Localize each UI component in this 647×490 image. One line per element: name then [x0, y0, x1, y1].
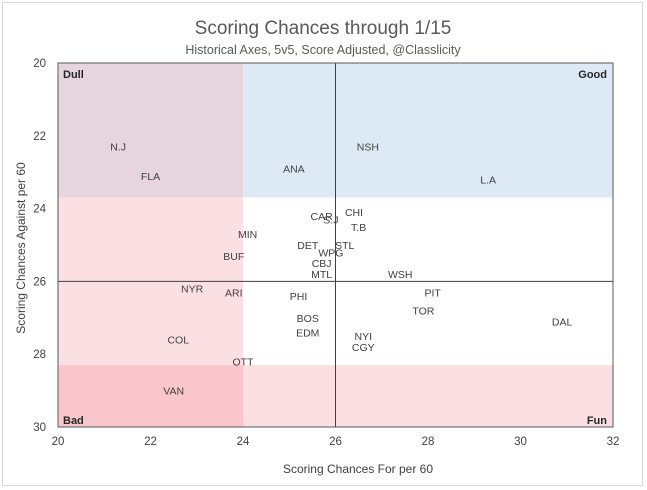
x-tick-label: 30 — [514, 436, 527, 448]
team-point-label: ANA — [283, 164, 305, 176]
team-point-label: DET — [297, 240, 319, 252]
team-point-label: CBJ — [312, 258, 332, 270]
team-point-label: TOR — [412, 306, 434, 318]
team-point-label: N.J — [110, 142, 126, 154]
team-point-label: BOS — [297, 313, 319, 325]
chart-subtitle: Historical Axes, 5v5, Score Adjusted, @C… — [185, 43, 461, 57]
x-tick-label: 22 — [144, 436, 157, 448]
team-point-label: NYR — [181, 284, 204, 296]
corner-label-bad: Bad — [63, 415, 84, 427]
y-axis-label: Scoring Chances Against per 60 — [14, 162, 28, 334]
team-point-label: T.B — [351, 222, 366, 234]
team-point-label: S.J — [323, 215, 338, 227]
team-point-label: EDM — [296, 327, 319, 339]
team-point-label: COL — [167, 335, 189, 347]
y-tick-label: 22 — [33, 131, 46, 143]
scatter-chart: Scoring Chances through 1/15 Historical … — [14, 18, 620, 476]
team-point-label: ARI — [225, 287, 243, 299]
team-point-label: NSH — [357, 142, 379, 154]
y-tick-label: 24 — [33, 204, 46, 216]
team-point-label: CAR — [311, 211, 334, 223]
y-tick-label: 28 — [33, 349, 46, 361]
team-point-label: DAL — [552, 316, 573, 328]
team-point-label: WPG — [318, 247, 343, 259]
crosshair-lines — [58, 63, 613, 427]
team-point-label: BUF — [223, 251, 244, 263]
corner-label-dull: Dull — [63, 69, 84, 81]
team-point-label: STL — [335, 240, 354, 252]
y-tick-label: 20 — [33, 58, 46, 70]
quadrant-band — [428, 63, 613, 198]
x-tick-label: 20 — [52, 436, 65, 448]
team-point-label: PIT — [424, 287, 441, 299]
quadrant-band — [58, 365, 243, 427]
x-tick-label: 26 — [329, 436, 342, 448]
team-point-label: MTL — [311, 269, 332, 281]
corner-label-good: Good — [578, 69, 607, 81]
team-point-label: L.A — [480, 174, 496, 186]
x-axis-label: Scoring Chances For per 60 — [283, 462, 433, 476]
x-tick-label: 28 — [422, 436, 435, 448]
x-axis-ticks: 20 22 24 26 28 30 32 — [52, 436, 620, 448]
chart-title: Scoring Chances through 1/15 — [195, 18, 452, 39]
chart-frame: Scoring Chances through 1/15 Historical … — [2, 2, 643, 486]
quadrant-band — [58, 63, 243, 198]
y-tick-label: 30 — [33, 422, 46, 434]
y-axis-ticks: 20 22 24 26 28 30 — [33, 58, 46, 434]
x-tick-label: 24 — [237, 436, 250, 448]
corner-label-fun: Fun — [587, 415, 607, 427]
x-tick-label: 32 — [607, 436, 620, 448]
team-point-label: PHI — [290, 291, 308, 303]
plot-border — [57, 62, 614, 428]
team-point-label: CGY — [352, 342, 375, 354]
team-point-label: FLA — [141, 171, 160, 183]
team-point-label: VAN — [163, 386, 184, 398]
quadrant-band — [428, 365, 613, 427]
team-point-label: OTT — [233, 356, 255, 368]
team-point-label: WSH — [388, 269, 413, 281]
team-point-label: NYI — [354, 331, 372, 343]
team-point-label: MIN — [238, 229, 257, 241]
team-point-label: CHI — [345, 207, 363, 219]
y-tick-label: 26 — [33, 276, 46, 288]
